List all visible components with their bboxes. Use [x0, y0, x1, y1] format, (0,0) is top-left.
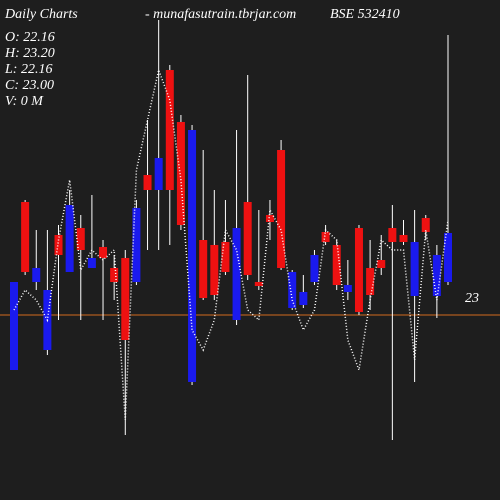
candle-body — [188, 130, 197, 382]
ohlcv-info: C: 23.00 — [5, 78, 54, 93]
candle-body — [444, 233, 452, 282]
candle-body — [354, 228, 363, 312]
candle-body — [277, 150, 286, 268]
candle-body — [343, 285, 352, 292]
ohlcv-info: L: 22.16 — [4, 62, 52, 77]
candle-body — [165, 70, 174, 190]
candle-body — [366, 268, 375, 295]
candle-body — [432, 255, 441, 296]
candle-body — [243, 202, 252, 275]
reference-label: 23 — [465, 291, 479, 306]
symbol: BSE 532410 — [330, 7, 400, 22]
candle-body — [87, 258, 96, 268]
candle-body — [199, 240, 208, 298]
candle-body — [310, 255, 319, 282]
candle-body — [110, 268, 119, 282]
candle-body — [265, 215, 274, 222]
ohlcv-info: O: 22.16 — [5, 30, 55, 45]
candle-body — [288, 272, 297, 308]
candle-body — [254, 282, 263, 286]
candle-body — [132, 208, 141, 282]
candle-body — [65, 205, 74, 272]
candle-body — [54, 235, 63, 255]
candle-body — [399, 235, 408, 242]
candle-body — [388, 228, 397, 242]
ohlcv-info: H: 23.20 — [4, 46, 55, 61]
candle-body — [232, 228, 241, 320]
candle-body — [321, 232, 330, 242]
candle-body — [21, 202, 30, 272]
chart-title: Daily Charts — [4, 7, 78, 22]
candle-body — [176, 122, 185, 225]
candle-body — [121, 258, 130, 340]
candle-body — [154, 158, 163, 190]
candle-body — [421, 218, 430, 232]
ohlcv-info: V: 0 M — [5, 94, 44, 109]
candle-body — [10, 282, 18, 370]
candle-body — [332, 245, 341, 285]
candle-body — [410, 242, 419, 296]
chart-subtitle: - munafasutrain.tbrjar.com — [145, 7, 296, 22]
candle-body — [221, 242, 230, 272]
candle-body — [377, 260, 386, 268]
indicator-line — [13, 67, 449, 421]
candle-body — [210, 245, 219, 295]
candle-body — [143, 175, 152, 190]
candle-body — [32, 268, 41, 282]
candle-body — [299, 292, 308, 305]
candle-body — [76, 228, 85, 250]
candle-body — [99, 247, 108, 258]
